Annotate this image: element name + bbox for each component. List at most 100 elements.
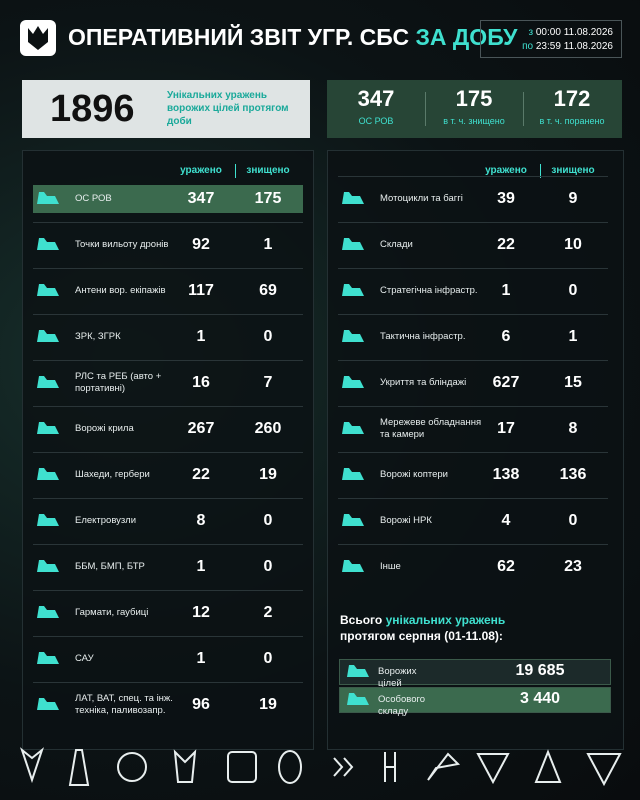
destroyed-count: 1 bbox=[263, 236, 273, 253]
destroyed-count: 8 bbox=[568, 420, 578, 437]
monthly-row bbox=[339, 687, 611, 713]
row-separator bbox=[33, 406, 303, 407]
period-word: з bbox=[528, 27, 534, 38]
hit-count: 347 bbox=[187, 190, 215, 207]
stat-label: в т. ч. поранено bbox=[539, 116, 605, 126]
monthly-row bbox=[339, 659, 611, 685]
row-separator bbox=[338, 544, 608, 545]
monthly-title: Всього унікальних уражень протягом серпн… bbox=[340, 612, 505, 644]
row-separator bbox=[33, 360, 303, 361]
destroyed-count: 1 bbox=[568, 328, 578, 345]
monthly-value: 19 685 bbox=[515, 662, 565, 679]
row-icon bbox=[37, 606, 59, 618]
stat-value: 172 bbox=[553, 86, 591, 111]
stat-value: 347 bbox=[357, 86, 395, 111]
monthly-title-start: Всього bbox=[340, 613, 383, 627]
row-label: ЛАТ, ВАТ, спец. та інж. техніка, паливоз… bbox=[75, 693, 173, 716]
hit-count: 1 bbox=[196, 650, 206, 667]
monthly-value: 3 440 bbox=[519, 690, 561, 707]
row-label: ЗРК, ЗГРК bbox=[75, 331, 121, 342]
hit-count: 1 bbox=[501, 282, 511, 299]
destroyed-count: 9 bbox=[568, 190, 578, 207]
row-label: Точки вильоту дронів bbox=[75, 239, 169, 250]
stat-label: ОС РОВ bbox=[358, 116, 394, 126]
row-label: Ворожі крила bbox=[75, 423, 134, 434]
row-label: Мережеве обладнання та камери bbox=[380, 417, 482, 440]
destroyed-count: 0 bbox=[263, 512, 273, 529]
monthly-label: Особового складу bbox=[378, 694, 426, 717]
row-label: ОС РОВ bbox=[75, 193, 112, 204]
hit-count: 1 bbox=[196, 328, 206, 345]
destroyed-count: 19 bbox=[259, 696, 277, 713]
destroyed-count: 0 bbox=[568, 282, 578, 299]
row-icon bbox=[37, 330, 59, 342]
row-label: Ворожі НРК bbox=[380, 515, 432, 526]
divider bbox=[539, 164, 541, 178]
period-word: по bbox=[522, 41, 534, 52]
row-separator bbox=[338, 498, 608, 499]
divider bbox=[523, 92, 524, 126]
row-icon bbox=[37, 514, 59, 526]
row-separator bbox=[33, 636, 303, 637]
destroyed-count: 0 bbox=[263, 328, 273, 345]
hit-count: 267 bbox=[187, 420, 215, 437]
monthly-label: Ворожих цілей bbox=[378, 666, 417, 689]
hit-count: 22 bbox=[192, 466, 210, 483]
stat-label: в т. ч. знищено bbox=[443, 116, 505, 126]
destroyed-count: 136 bbox=[559, 466, 587, 483]
row-highlight bbox=[33, 185, 303, 213]
summary-stats-box: 347 ОС РОВ 175 в т. ч. знищено 172 в т. ч. по… bbox=[327, 80, 622, 138]
row-icon bbox=[37, 238, 59, 250]
row-icon bbox=[342, 468, 364, 480]
row-icon bbox=[347, 693, 369, 705]
row-separator bbox=[338, 222, 608, 223]
destroyed-count: 0 bbox=[568, 512, 578, 529]
row-icon bbox=[342, 284, 364, 296]
monthly-title-accent: унікальних уражень bbox=[385, 613, 506, 627]
column-header: знищено bbox=[246, 165, 290, 176]
row-icon bbox=[37, 698, 59, 710]
period-date: 11.08.2026 bbox=[563, 27, 613, 38]
hit-count: 627 bbox=[492, 374, 520, 391]
row-label: ББМ, БМП, БТР bbox=[75, 561, 145, 572]
hit-count: 96 bbox=[192, 696, 210, 713]
row-icon bbox=[37, 560, 59, 572]
row-label: Електровузли bbox=[75, 515, 137, 526]
destroyed-count: 23 bbox=[564, 558, 582, 575]
left-table: уражено знищено ОС РОВ 347 175 Точки вильоту … bbox=[22, 150, 314, 750]
row-separator bbox=[338, 268, 608, 269]
summary-total-box: 1896 Унікальних уражень ворожих цілей пр… bbox=[22, 80, 310, 138]
period-time: 23:59 bbox=[535, 41, 561, 52]
hit-count: 4 bbox=[501, 512, 511, 529]
destroyed-count: 2 bbox=[263, 604, 273, 621]
period-time: 00:00 bbox=[535, 27, 561, 38]
hit-count: 138 bbox=[492, 466, 520, 483]
destroyed-count: 260 bbox=[254, 420, 282, 437]
divider bbox=[425, 92, 426, 126]
column-header: уражено bbox=[485, 165, 527, 176]
destroyed-count: 19 bbox=[259, 466, 277, 483]
hit-count: 117 bbox=[188, 282, 214, 299]
hit-count: 16 bbox=[192, 374, 210, 391]
right-table: уражено знищено Мотоцикли та баггі 39 9 Склад… bbox=[327, 150, 624, 750]
row-separator bbox=[338, 452, 608, 453]
destroyed-count: 15 bbox=[564, 374, 582, 391]
divider bbox=[234, 164, 236, 178]
monthly-title-end: протягом серпня (01-11.08): bbox=[340, 629, 503, 643]
row-label: Ворожі коптери bbox=[380, 469, 448, 480]
row-label: Гармати, гаубиці bbox=[75, 607, 149, 618]
row-icon bbox=[342, 376, 364, 388]
column-header: уражено bbox=[180, 165, 222, 176]
destroyed-count: 0 bbox=[263, 650, 273, 667]
row-separator bbox=[33, 314, 303, 315]
row-label: Шахеди, гербери bbox=[75, 469, 150, 480]
row-separator bbox=[33, 452, 303, 453]
row-icon bbox=[37, 376, 59, 388]
row-label: Інше bbox=[380, 561, 401, 572]
total-text: Унікальних уражень ворожих цілей протяго… bbox=[167, 90, 289, 127]
row-label: Укриття та бліндажі bbox=[380, 377, 467, 388]
hit-count: 22 bbox=[497, 236, 515, 253]
row-label: Склади bbox=[380, 239, 413, 250]
destroyed-count: 69 bbox=[259, 282, 277, 299]
